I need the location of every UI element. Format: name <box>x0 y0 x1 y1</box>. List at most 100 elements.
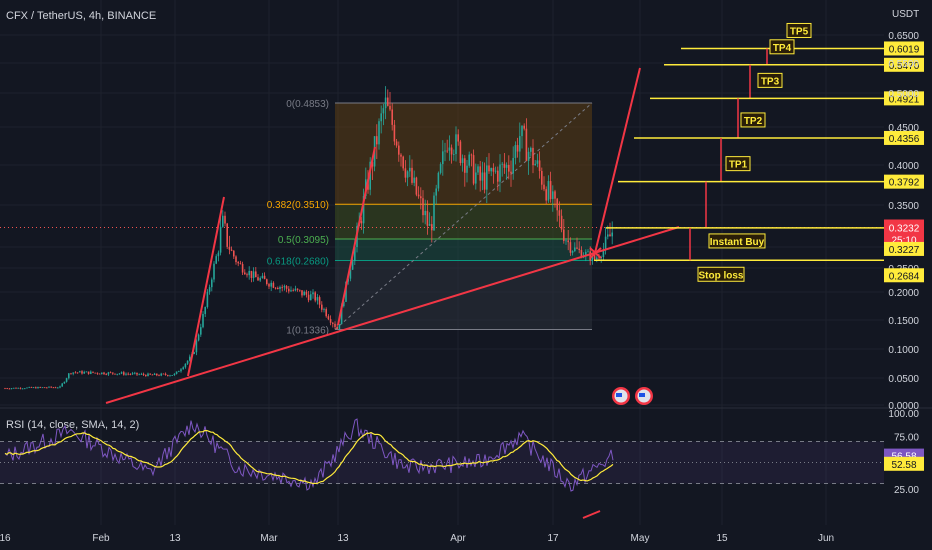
candle-body <box>186 360 189 364</box>
rsi-ma-text: 52.58 <box>891 460 916 471</box>
candle-body <box>37 387 39 389</box>
candle <box>426 200 429 235</box>
candle <box>501 161 503 177</box>
candle-body <box>499 164 501 182</box>
candle <box>15 387 17 389</box>
candle <box>160 372 162 377</box>
candle <box>433 192 435 232</box>
candle-body <box>589 251 591 261</box>
target-label: TP5 <box>790 26 809 37</box>
stop-loss-label[interactable]: Stop loss <box>698 270 743 281</box>
candle-body <box>241 264 244 273</box>
candle-body <box>294 288 297 291</box>
candle-body <box>68 373 70 379</box>
candle-body <box>525 128 528 161</box>
candle <box>299 289 301 292</box>
price-axis-tick: 0.2000 <box>888 288 919 299</box>
candle <box>140 372 143 376</box>
candle <box>378 118 380 150</box>
candle <box>171 375 173 376</box>
candle <box>558 201 561 228</box>
candle <box>138 373 140 376</box>
candle <box>569 237 572 256</box>
candle-body <box>558 210 561 216</box>
candle-body <box>274 287 277 289</box>
instant-buy-label[interactable]: Instant Buy <box>710 237 765 248</box>
candle-body <box>446 150 448 152</box>
candle-body <box>435 188 437 196</box>
candle-body <box>351 261 354 270</box>
candle <box>241 261 244 276</box>
candle <box>461 154 464 172</box>
candle <box>305 289 308 298</box>
candle-body <box>488 165 490 172</box>
candle <box>156 373 158 377</box>
candle-body <box>255 271 257 278</box>
price-axis-tick: 0.0000 <box>888 401 919 412</box>
stop-loss-price-text: 0.2684 <box>889 271 920 282</box>
candle <box>519 122 521 163</box>
target-price-badge <box>884 130 924 145</box>
candle-body <box>380 113 382 122</box>
candle-body <box>211 279 213 288</box>
candle <box>499 154 501 193</box>
candle <box>382 103 385 126</box>
candle-body <box>281 286 283 288</box>
main-pane[interactable]: 0(0.4853) 0.382(0.3510) 0.5(0.3095) 0.618(0… <box>0 22 884 405</box>
candle-body <box>611 232 613 237</box>
candle-body <box>444 150 446 152</box>
candle-body <box>567 240 569 243</box>
candle <box>202 311 204 329</box>
candle <box>343 300 345 308</box>
candle-body <box>158 375 160 377</box>
candle-body <box>288 288 290 292</box>
candle <box>224 211 226 227</box>
candle-body <box>316 297 319 301</box>
candle-body <box>285 286 288 289</box>
candle-body <box>109 372 112 374</box>
candle-body <box>387 97 389 106</box>
event-flag-icon[interactable] <box>635 387 653 405</box>
candle <box>217 250 220 262</box>
candle-body <box>598 257 600 259</box>
event-flag-icon[interactable] <box>612 387 630 405</box>
candle <box>244 269 246 275</box>
candle-body <box>79 371 81 373</box>
target-label: TP3 <box>761 76 780 87</box>
candle <box>68 372 70 380</box>
candle <box>466 160 468 183</box>
candle-body <box>448 147 451 151</box>
candle <box>131 371 134 376</box>
candle-body <box>362 196 365 224</box>
instant-buy-price-text: 0.3227 <box>889 245 920 256</box>
candle-body <box>400 154 402 157</box>
candle <box>136 372 138 376</box>
fib-level-label: 0.382(0.3510) <box>267 200 329 211</box>
candle-body <box>87 371 90 374</box>
candle <box>270 280 272 292</box>
rsi-pane[interactable] <box>0 418 884 519</box>
candle-body <box>301 290 303 296</box>
candle-body <box>376 136 378 145</box>
target-label: TP1 <box>729 160 748 171</box>
candle-body <box>219 226 222 253</box>
candle-body <box>360 221 363 224</box>
time-axis-tick: Apr <box>450 533 466 544</box>
candle-body <box>259 278 261 281</box>
candle-body <box>461 158 464 163</box>
price-axis-tick: 0.4500 <box>888 123 919 134</box>
candle <box>8 387 11 390</box>
target-price-badge <box>884 41 924 56</box>
candle <box>24 388 26 390</box>
candle-body <box>483 172 486 190</box>
candle-body <box>39 387 41 388</box>
candle-body <box>195 340 198 353</box>
candle-body <box>466 165 468 173</box>
candle-body <box>578 248 580 250</box>
fib-zone-5-618 <box>335 239 592 261</box>
candle <box>259 276 261 282</box>
candle-body <box>439 164 442 173</box>
candle-body <box>50 386 52 388</box>
event-flag-icon-canton <box>616 393 622 397</box>
